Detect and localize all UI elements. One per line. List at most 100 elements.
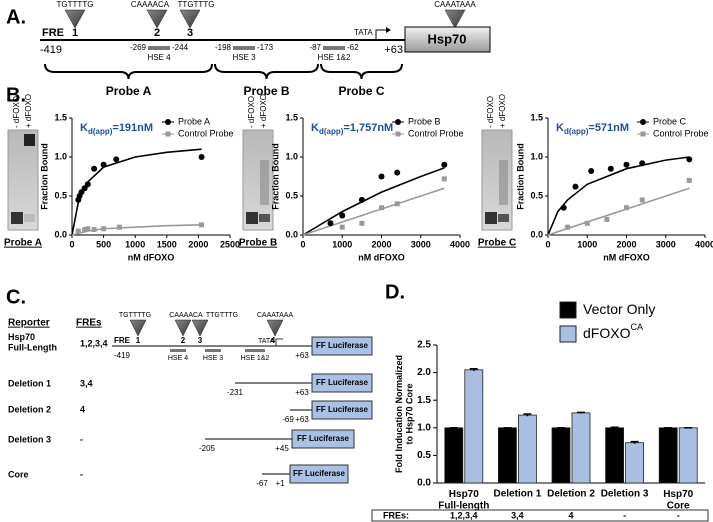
y-tick-label: 1.0: [54, 151, 67, 161]
construct-start: -419: [114, 351, 131, 360]
reporter-fres: 4: [80, 404, 85, 414]
gene-label: Hsp70: [427, 31, 466, 46]
table-header: Reporter: [8, 318, 50, 329]
x-tick-label: 4000: [450, 239, 470, 249]
x-tick-label: 0: [300, 239, 305, 249]
x-tick-label: Hsp70 Full-length: [438, 489, 489, 512]
luciferase-label: FF Luciferase: [297, 434, 350, 443]
site-number: 2: [154, 27, 160, 39]
site-sequence: TGTTTTG: [119, 312, 151, 319]
luciferase-box: [289, 464, 349, 484]
bar: [551, 427, 571, 484]
x-axis-label: nM dFOXO: [128, 252, 175, 262]
hse-bar: [245, 349, 265, 352]
bar: [571, 412, 591, 484]
start-position: -419: [40, 44, 62, 56]
y-tick-label: 1.5: [417, 395, 431, 406]
tata-label: TATA: [354, 28, 373, 37]
reporter-fres: 1,2,3,4: [80, 338, 108, 348]
legend-swatch: [559, 301, 577, 319]
tss-arrow: [375, 29, 386, 40]
bar: [658, 427, 678, 484]
fit-curve: [302, 167, 445, 236]
tata-label: TATA: [258, 338, 275, 345]
construct-end: +63: [295, 351, 309, 360]
fre-triangle: [129, 319, 147, 337]
gel-caption: Probe A: [4, 238, 42, 249]
x-axis-label: nM dFOXO: [603, 252, 650, 262]
reporter-fres: -: [80, 434, 83, 444]
probe-brace: [214, 63, 319, 80]
gel-band: [11, 212, 23, 224]
kd-subscript: d(app): [88, 127, 113, 136]
y-tick-label: 0.5: [285, 190, 298, 200]
y-tick-label: 0.5: [530, 190, 543, 200]
fit-curve: [71, 224, 202, 236]
site-number: 3: [198, 336, 203, 345]
hse-to: -244: [172, 43, 189, 52]
x-tick-label: 3000: [656, 239, 676, 249]
legend-superscript: CA: [630, 322, 643, 332]
data-point: [588, 168, 595, 175]
data-point: [116, 224, 122, 230]
fre-triangle: [174, 319, 192, 337]
data-point: [91, 227, 97, 233]
construct-end: +63: [295, 388, 309, 397]
luciferase-box: [311, 373, 373, 393]
x-tick-label: Deletion 1: [494, 489, 542, 500]
x-tick-label: 1000: [332, 239, 352, 249]
y-tick-label: 0.0: [285, 229, 298, 239]
probe-brace: [320, 63, 403, 80]
y-axis-label: Fraction Bound: [515, 143, 525, 210]
x-tick-label: 2000: [371, 239, 391, 249]
gel-band: [246, 212, 258, 224]
gel-caption: Probe C: [478, 238, 516, 249]
data-point: [91, 165, 98, 172]
table-cell: 1,2,3,4: [450, 510, 478, 520]
construct-start: -69: [282, 415, 294, 424]
kd-value: =571nM: [588, 122, 629, 134]
fit-curve: [302, 187, 445, 236]
panel-label: A.: [6, 6, 26, 28]
end-position: +63: [384, 44, 403, 56]
legend-name: dFOXO: [583, 325, 631, 341]
hse-bar: [170, 349, 186, 352]
data-point: [84, 181, 91, 188]
y-tick-label: 1.0: [417, 422, 431, 433]
y-tick-label: 0.5: [417, 450, 431, 461]
hse-name: HSE 3: [203, 355, 223, 362]
hse-from: -198: [215, 43, 232, 52]
kd-label: Kd(app)=1,757nM: [311, 122, 393, 136]
x-tick-label: 1500: [157, 239, 177, 249]
reporter-fres: -: [80, 469, 83, 479]
reporter-fres: 3,4: [80, 378, 93, 388]
bar: [497, 427, 517, 484]
construct-end: +1: [275, 479, 285, 488]
data-point: [359, 220, 365, 226]
data-point: [379, 205, 384, 211]
data-point: [560, 204, 567, 211]
fre-triangle: [444, 9, 466, 29]
hse-bar: [148, 46, 170, 50]
error-bar: [523, 413, 532, 417]
lane-label: + dFOXO: [24, 94, 33, 128]
x-tick-label: 0: [545, 239, 550, 249]
luciferase-label: FF Luciferase: [316, 405, 369, 414]
y-axis-label: Fraction Bound: [270, 143, 280, 210]
data-point: [101, 226, 107, 232]
x-tick-label: 1000: [125, 239, 145, 249]
probe-label: Probe B: [243, 84, 289, 98]
bar: [444, 427, 464, 484]
gene-box: [404, 26, 491, 53]
site-number: 1: [136, 336, 141, 345]
panel-label: B.: [6, 84, 26, 106]
hse-name: HSE 4: [168, 355, 188, 362]
legend-label: Probe C: [653, 116, 687, 126]
fre-triangle: [146, 9, 168, 29]
probe-brace: [44, 63, 213, 80]
hse-name: HSE 1&2: [241, 355, 270, 362]
legend-label: dFOXOCA: [583, 322, 643, 340]
x-axis-label: nM dFOXO: [358, 252, 405, 262]
hse-from: -269: [130, 43, 147, 52]
hse-name: HSE 3: [232, 53, 256, 62]
